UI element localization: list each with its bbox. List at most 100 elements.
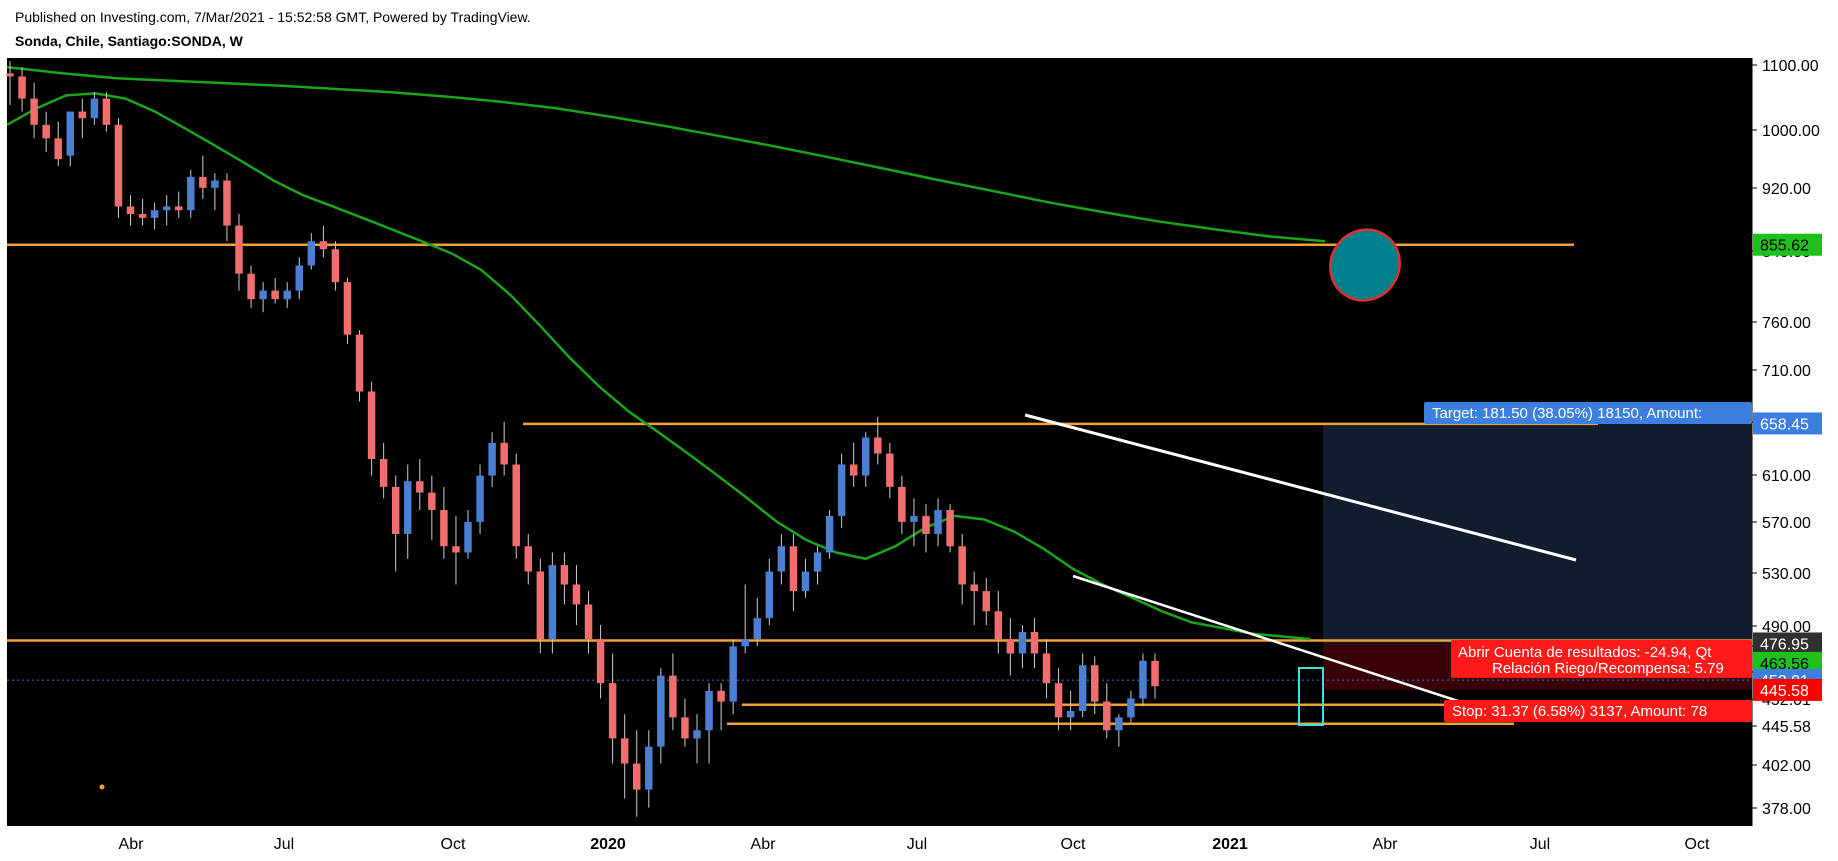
candle-body bbox=[1030, 632, 1039, 654]
candle-body bbox=[765, 571, 774, 619]
highlight-box bbox=[1298, 667, 1324, 726]
candle-body bbox=[584, 604, 593, 640]
x-tick-label: Abr bbox=[751, 836, 777, 853]
y-tick-label: 1100.00 bbox=[1762, 58, 1819, 75]
moving-averages bbox=[6, 65, 1326, 641]
candle-body bbox=[657, 675, 665, 747]
marker-dot bbox=[99, 784, 105, 790]
symbol-title: Sonda, Chile, Santiago:SONDA, W bbox=[15, 33, 243, 49]
candle-body bbox=[283, 290, 291, 300]
published-info: Published on Investing.com, 7/Mar/2021 -… bbox=[15, 9, 531, 25]
candle-body bbox=[1042, 653, 1051, 684]
candle-body bbox=[114, 124, 123, 207]
candle-body bbox=[693, 730, 701, 739]
candle-body bbox=[970, 584, 978, 592]
candle-body bbox=[235, 225, 243, 274]
y-tick-label: 445.58 bbox=[1762, 719, 1811, 736]
x-tick-label: Oct bbox=[441, 836, 466, 853]
candle-body bbox=[367, 391, 376, 460]
x-tick-label: Jul bbox=[1530, 836, 1550, 853]
candle-body bbox=[271, 290, 279, 300]
y-tick-label: 610.00 bbox=[1762, 468, 1811, 485]
target-zone bbox=[1323, 423, 1752, 644]
stop-label-bg bbox=[1444, 700, 1752, 722]
candle-body bbox=[319, 241, 328, 250]
candle-body bbox=[741, 639, 749, 647]
price-label: 463.56 bbox=[1760, 656, 1809, 673]
candle-body bbox=[211, 180, 219, 188]
candle-body bbox=[910, 515, 918, 522]
candle-body bbox=[645, 746, 653, 790]
y-tick-label: 402.00 bbox=[1762, 758, 1811, 775]
candle-body bbox=[66, 111, 74, 156]
price-label-bg bbox=[1753, 233, 1822, 256]
price-label: 855.62 bbox=[1760, 238, 1809, 255]
candle-body bbox=[1127, 698, 1135, 718]
target-zone-rect bbox=[1323, 423, 1752, 644]
stop-label-text: Stop: 31.37 (6.58%) 3137, Amount: 78 bbox=[1452, 703, 1707, 720]
candle-body bbox=[247, 273, 255, 300]
candle-body bbox=[6, 73, 14, 77]
x-tick-label: Abr bbox=[1373, 836, 1399, 853]
x-tick-label: Jul bbox=[907, 836, 927, 853]
candle-body bbox=[126, 206, 135, 215]
candle-body bbox=[488, 442, 496, 476]
price-label-bg bbox=[1753, 632, 1822, 655]
candle-body bbox=[476, 475, 484, 522]
price-label-bg bbox=[1753, 651, 1822, 674]
y-tick-label: 530.00 bbox=[1762, 566, 1811, 583]
x-tick-label: Abr bbox=[119, 836, 145, 853]
candle-body bbox=[874, 437, 882, 454]
candle-body bbox=[138, 214, 147, 218]
candle-body bbox=[994, 611, 1003, 640]
candle-body bbox=[548, 565, 557, 640]
candle-body bbox=[982, 591, 990, 612]
candle-body bbox=[18, 76, 26, 99]
candle-body bbox=[90, 98, 99, 119]
candle-body bbox=[379, 459, 388, 487]
ma-30-line bbox=[6, 92, 1311, 641]
y-tick-label: 1000.00 bbox=[1762, 123, 1820, 140]
target-label-text: Target: 181.50 (38.05%) 18150, Amount: bbox=[1432, 405, 1702, 422]
candle-body bbox=[1103, 701, 1111, 731]
y-axis-labels: 1100.001000.00920.00840.00760.00710.0065… bbox=[1752, 58, 1822, 818]
price-label: 445.58 bbox=[1760, 683, 1809, 700]
candle-body bbox=[596, 639, 605, 684]
candle-body bbox=[30, 98, 38, 125]
candle-body bbox=[1066, 711, 1075, 718]
info-box-bg bbox=[1451, 640, 1752, 678]
candle-body bbox=[705, 690, 713, 731]
trendline-upper bbox=[1024, 413, 1577, 562]
candle-body bbox=[440, 509, 448, 547]
candle-body bbox=[162, 206, 171, 211]
y-tick-label: 378.00 bbox=[1762, 801, 1811, 818]
candle-body bbox=[295, 265, 303, 291]
candle-body bbox=[620, 738, 629, 764]
candle-body bbox=[633, 763, 641, 790]
price-axis bbox=[1752, 58, 1838, 826]
candle-body bbox=[801, 571, 810, 592]
candle-body bbox=[524, 546, 532, 572]
candle-body bbox=[500, 442, 508, 465]
candle-body bbox=[259, 290, 267, 300]
trendline-lower bbox=[1072, 574, 1496, 715]
candle-body bbox=[150, 210, 159, 218]
candle-body bbox=[789, 546, 798, 592]
candle-body bbox=[862, 437, 870, 476]
target-ellipse bbox=[1329, 228, 1401, 302]
candle-body bbox=[608, 683, 617, 739]
candle-body bbox=[416, 481, 424, 493]
candle-body bbox=[1151, 660, 1159, 687]
time-axis bbox=[7, 826, 1752, 861]
x-tick-label: 2020 bbox=[590, 836, 626, 853]
y-tick-label: 490.00 bbox=[1762, 619, 1811, 636]
ma-200-line bbox=[6, 65, 1326, 243]
y-tick-label: 920.00 bbox=[1762, 181, 1811, 198]
info-line-1: Abrir Cuenta de resultados: -24.94, Qt bbox=[1458, 644, 1712, 661]
x-axis-labels: Abr Jul Oct 2020 Abr Jul Oct 2021 Abr Jul Oct bbox=[119, 836, 1710, 853]
candle-body bbox=[1018, 632, 1027, 654]
candle-body bbox=[886, 453, 894, 487]
candle-body bbox=[560, 565, 569, 585]
info-line-2: Relación Riego/Recompensa: 5.79 bbox=[1492, 660, 1724, 677]
